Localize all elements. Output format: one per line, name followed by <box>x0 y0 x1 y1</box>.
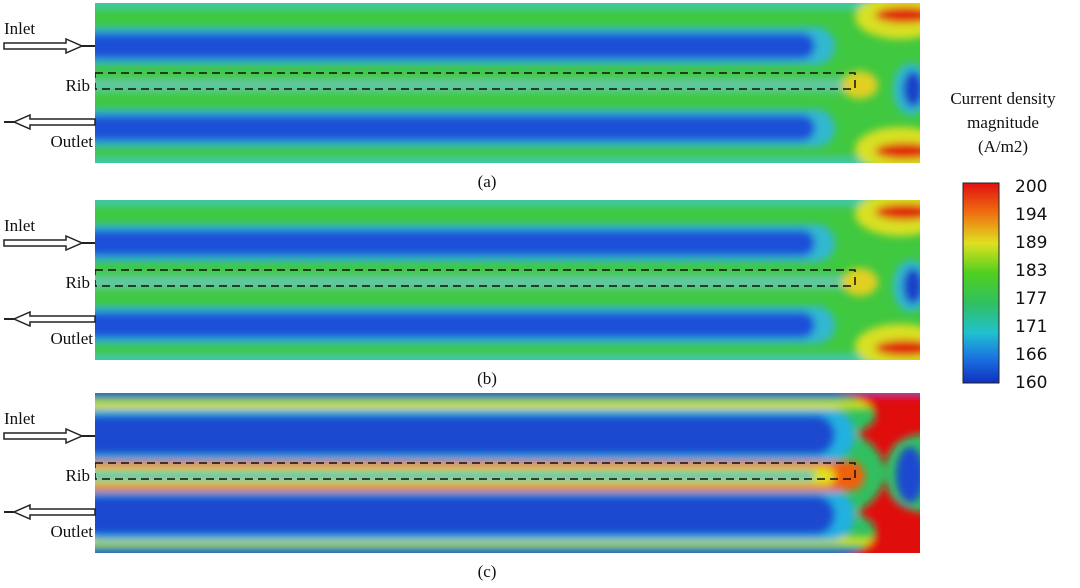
colorbar-tick: 189 <box>1015 233 1047 253</box>
rib-label: Rib <box>65 273 90 292</box>
panel-labels: (a) Inlet Rib Outlet (b) Inlet Rib Outlet (c) Inl… <box>3 19 497 581</box>
colorbar-tick: 171 <box>1015 317 1047 337</box>
outlet-label: Outlet <box>51 329 94 348</box>
contour-c <box>95 393 920 553</box>
colorbar-tick: 166 <box>1015 345 1047 365</box>
contour-b <box>75 192 945 368</box>
colorbar <box>962 182 1000 384</box>
panel-label: (a) <box>478 172 497 191</box>
colorbar-labels: Current density magnitude (A/m2) 200 194 189 1… <box>950 89 1056 393</box>
colorbar-tick: 183 <box>1015 261 1047 281</box>
rib-label: Rib <box>65 466 90 485</box>
colorbar-tick: 194 <box>1015 205 1047 225</box>
inlet-label: Inlet <box>4 216 35 235</box>
outlet-label: Outlet <box>51 132 94 151</box>
rib-label: Rib <box>65 76 90 95</box>
colorbar-title: (A/m2) <box>978 137 1028 156</box>
colorbar-title: magnitude <box>967 113 1039 132</box>
inlet-arrow <box>3 37 84 55</box>
outlet-arrow <box>12 310 96 328</box>
outlet-arrow <box>12 503 96 521</box>
panel-label: (c) <box>478 562 497 581</box>
inlet-label: Inlet <box>4 409 35 428</box>
outlet-arrow <box>12 113 96 131</box>
inlet-arrow <box>3 234 84 252</box>
contour-a <box>75 0 945 171</box>
colorbar-title: Current density <box>950 89 1056 108</box>
panel-label: (b) <box>477 369 497 388</box>
colorbar-tick: 200 <box>1015 177 1047 197</box>
inlet-arrow <box>3 427 84 445</box>
colorbar-tick: 160 <box>1015 373 1047 393</box>
outlet-label: Outlet <box>51 522 94 541</box>
colorbar-tick: 177 <box>1015 289 1047 309</box>
inlet-label: Inlet <box>4 19 35 38</box>
